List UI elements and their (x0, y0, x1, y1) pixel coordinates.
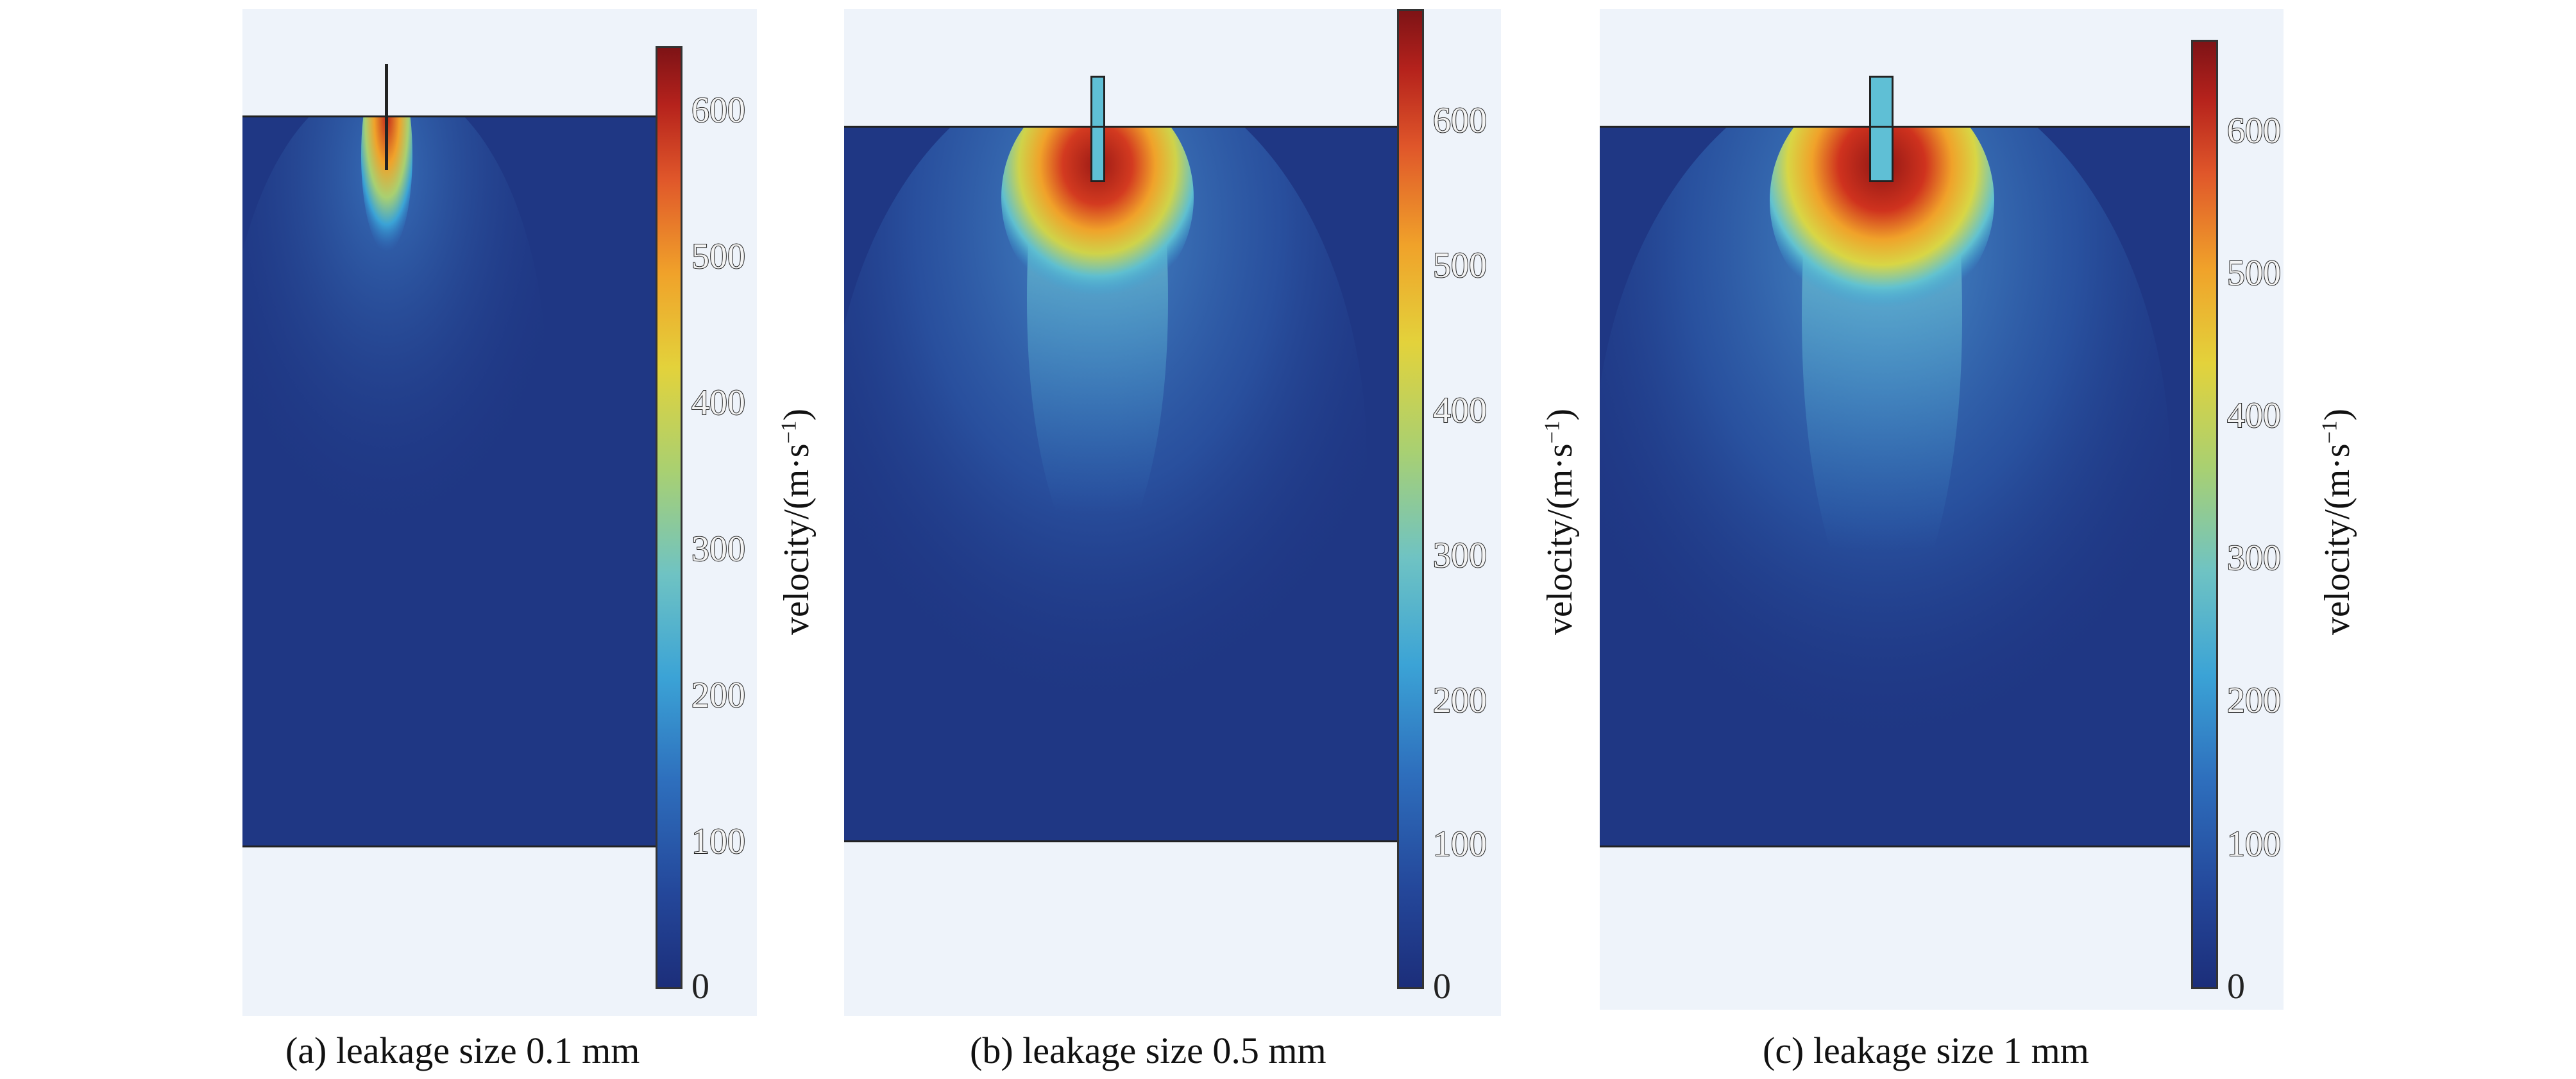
cb-b-tick-600: 600 (1432, 101, 1487, 140)
panel-a-velocity-field (242, 117, 659, 847)
cb-a-tick-200: 200 (691, 675, 746, 715)
panel-c-colorbar-title: velocity/(m·s−1) (2318, 409, 2357, 635)
cb-b-tick-200: 200 (1432, 681, 1487, 720)
panel-c-domain-bottom-edge (1600, 845, 2190, 847)
panel-c-caption: (c) leakage size 1 mm (1763, 1030, 2089, 1071)
panel-b-nozzle (1090, 76, 1105, 182)
cb-a-tick-100: 100 (691, 822, 746, 862)
panel-b-colorbar-title: velocity/(m·s−1) (1540, 409, 1580, 635)
panel-a-domain-top-edge (242, 115, 659, 117)
panel-b-caption: (b) leakage size 0.5 mm (970, 1030, 1326, 1071)
panel-c-domain-top-edge (1600, 126, 2190, 128)
panel-a-domain-bottom-edge (242, 845, 659, 847)
panel-a-colorbar-title: velocity/(m·s−1) (777, 409, 817, 635)
panel-c-nozzle (1869, 76, 1894, 182)
panel-b-domain-top-edge (844, 126, 1402, 128)
cb-c-tick-400: 400 (2226, 396, 2282, 436)
panel-a-caption: (a) leakage size 0.1 mm (285, 1030, 640, 1071)
cb-a-tick-500: 500 (691, 237, 746, 276)
panel-a-colorbar (656, 46, 682, 989)
panel-b-colorbar (1397, 9, 1424, 989)
cb-a-tick-0: 0 (691, 967, 709, 1007)
cb-a-tick-400: 400 (691, 383, 746, 423)
cb-b-tick-100: 100 (1432, 824, 1487, 864)
panel-b-velocity-field (844, 127, 1402, 842)
cb-c-tick-600: 600 (2226, 111, 2282, 151)
cb-c-tick-0: 0 (2227, 967, 2245, 1007)
cb-b-tick-300: 300 (1432, 536, 1487, 575)
cb-c-tick-100: 100 (2226, 824, 2282, 864)
panel-b-domain-bottom-edge (844, 840, 1402, 842)
cb-b-tick-0: 0 (1433, 967, 1451, 1007)
panel-c-velocity-field (1600, 127, 2190, 847)
cb-b-tick-500: 500 (1432, 246, 1487, 285)
cb-a-tick-300: 300 (691, 529, 746, 569)
panel-c-colorbar (2191, 40, 2218, 989)
cb-b-tick-400: 400 (1432, 391, 1487, 430)
cb-a-tick-600: 600 (691, 90, 746, 130)
cb-c-tick-500: 500 (2226, 253, 2282, 293)
cb-c-tick-200: 200 (2226, 681, 2282, 720)
cb-c-tick-300: 300 (2226, 538, 2282, 578)
